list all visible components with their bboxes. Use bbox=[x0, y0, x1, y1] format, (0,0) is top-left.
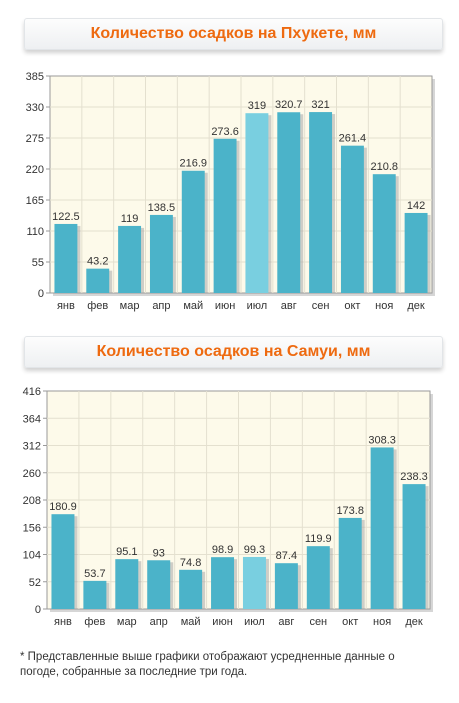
x-tick-label: мар bbox=[117, 616, 137, 628]
x-tick-label: ноя bbox=[373, 616, 391, 628]
data-label: 319 bbox=[248, 100, 266, 112]
data-label: 238.3 bbox=[400, 471, 428, 483]
y-tick-label: 0 bbox=[35, 604, 41, 616]
phuket-chart-title: Количество осадков на Пхукете, мм bbox=[24, 18, 443, 50]
data-label: 99.3 bbox=[244, 544, 265, 556]
data-label: 273.6 bbox=[211, 126, 239, 138]
y-tick-label: 55 bbox=[32, 257, 44, 269]
y-tick-label: 104 bbox=[23, 550, 41, 562]
x-tick-label: авг bbox=[281, 300, 297, 312]
bar-май bbox=[181, 170, 205, 293]
data-label: 321 bbox=[311, 99, 329, 111]
data-label: 261.4 bbox=[339, 133, 367, 145]
x-tick-label: сен bbox=[312, 300, 330, 312]
bar-фев bbox=[86, 268, 110, 293]
x-tick-label: апр bbox=[152, 300, 170, 312]
y-tick-label: 275 bbox=[26, 133, 44, 145]
x-tick-label: июл bbox=[244, 616, 265, 628]
x-tick-label: дек bbox=[407, 300, 425, 312]
y-tick-label: 220 bbox=[26, 164, 44, 176]
y-tick-label: 364 bbox=[23, 413, 41, 425]
y-tick-label: 208 bbox=[23, 495, 41, 507]
y-tick-label: 385 bbox=[26, 71, 44, 83]
bar-янв bbox=[54, 223, 78, 293]
y-tick-label: 165 bbox=[26, 195, 44, 207]
bar-апр bbox=[147, 560, 171, 609]
y-tick-label: 330 bbox=[26, 102, 44, 114]
data-label: 308.3 bbox=[368, 434, 396, 446]
x-tick-label: дек bbox=[405, 616, 423, 628]
data-label: 210.8 bbox=[370, 161, 398, 173]
bar-дек bbox=[402, 484, 426, 609]
y-tick-label: 0 bbox=[38, 288, 44, 300]
bar-июл bbox=[242, 556, 266, 609]
x-tick-label: июн bbox=[215, 300, 235, 312]
data-label: 87.4 bbox=[276, 550, 297, 562]
bar-июн bbox=[213, 138, 237, 293]
data-label: 74.8 bbox=[180, 557, 201, 569]
x-tick-label: окт bbox=[344, 300, 360, 312]
footnote: * Представленные выше графики отображают… bbox=[20, 651, 395, 678]
data-label: 216.9 bbox=[179, 158, 207, 170]
samui-chart-title: Количество осадков на Самуи, мм bbox=[24, 336, 443, 368]
y-tick-label: 110 bbox=[26, 226, 44, 238]
bar-ноя bbox=[372, 174, 396, 293]
data-label: 98.9 bbox=[212, 544, 233, 556]
x-tick-label: мар bbox=[120, 300, 140, 312]
bar-окт bbox=[340, 145, 364, 293]
x-tick-label: май bbox=[181, 616, 201, 628]
x-tick-label: сен bbox=[309, 616, 327, 628]
x-tick-label: фев bbox=[87, 300, 108, 312]
data-label: 180.9 bbox=[49, 501, 77, 513]
bar-окт bbox=[338, 517, 362, 609]
y-tick-label: 416 bbox=[23, 386, 41, 398]
bar-ноя bbox=[370, 447, 394, 609]
x-tick-label: янв bbox=[54, 616, 72, 628]
y-tick-label: 156 bbox=[23, 522, 41, 534]
bar-янв bbox=[51, 514, 75, 609]
x-tick-label: окт bbox=[342, 616, 358, 628]
x-tick-label: янв bbox=[57, 300, 75, 312]
bar-мар bbox=[115, 559, 139, 609]
data-label: 173.8 bbox=[336, 505, 364, 517]
x-tick-label: июн bbox=[212, 616, 232, 628]
y-tick-label: 260 bbox=[23, 468, 41, 480]
data-label: 43.2 bbox=[87, 256, 108, 268]
data-label: 95.1 bbox=[116, 546, 137, 558]
x-tick-label: ноя bbox=[375, 300, 393, 312]
x-tick-label: авг bbox=[278, 616, 294, 628]
phuket-chart-title-text: Количество осадков на Пхукете, мм bbox=[90, 25, 377, 42]
data-label: 320.7 bbox=[275, 99, 303, 111]
bar-июл bbox=[245, 113, 269, 293]
x-tick-label: апр bbox=[150, 616, 168, 628]
data-label: 119 bbox=[121, 213, 139, 225]
bar-авг bbox=[277, 112, 301, 293]
y-tick-label: 312 bbox=[23, 441, 41, 453]
bar-июн bbox=[211, 557, 235, 609]
data-label: 119.9 bbox=[305, 533, 332, 545]
phuket-rainfall-chart: 0 55 110 165 220 275 330 385 122.5 янв 43.2 фев 119 м… bbox=[26, 71, 435, 312]
y-tick-label: 52 bbox=[29, 577, 41, 589]
x-tick-label: май bbox=[183, 300, 203, 312]
bar-сен bbox=[309, 112, 333, 293]
x-tick-label: фев bbox=[84, 616, 105, 628]
bar-мар bbox=[118, 225, 142, 293]
samui-rainfall-chart: 0 52 104 156 208 260 312 364 416 180.9 янв 53.7 фев 9… bbox=[23, 386, 433, 628]
bar-сен bbox=[306, 546, 330, 609]
bar-авг bbox=[274, 563, 298, 609]
data-label: 93 bbox=[153, 547, 165, 559]
bar-дек bbox=[404, 212, 428, 293]
bar-апр bbox=[149, 214, 173, 293]
x-tick-label: июл bbox=[247, 300, 268, 312]
data-label: 138.5 bbox=[148, 202, 176, 214]
data-label: 142 bbox=[407, 200, 425, 212]
data-label: 122.5 bbox=[52, 211, 80, 223]
bar-фев bbox=[83, 580, 107, 609]
data-label: 53.7 bbox=[84, 568, 105, 580]
bar-май bbox=[179, 569, 203, 609]
samui-chart-title-text: Количество осадков на Самуи, мм bbox=[96, 343, 371, 360]
